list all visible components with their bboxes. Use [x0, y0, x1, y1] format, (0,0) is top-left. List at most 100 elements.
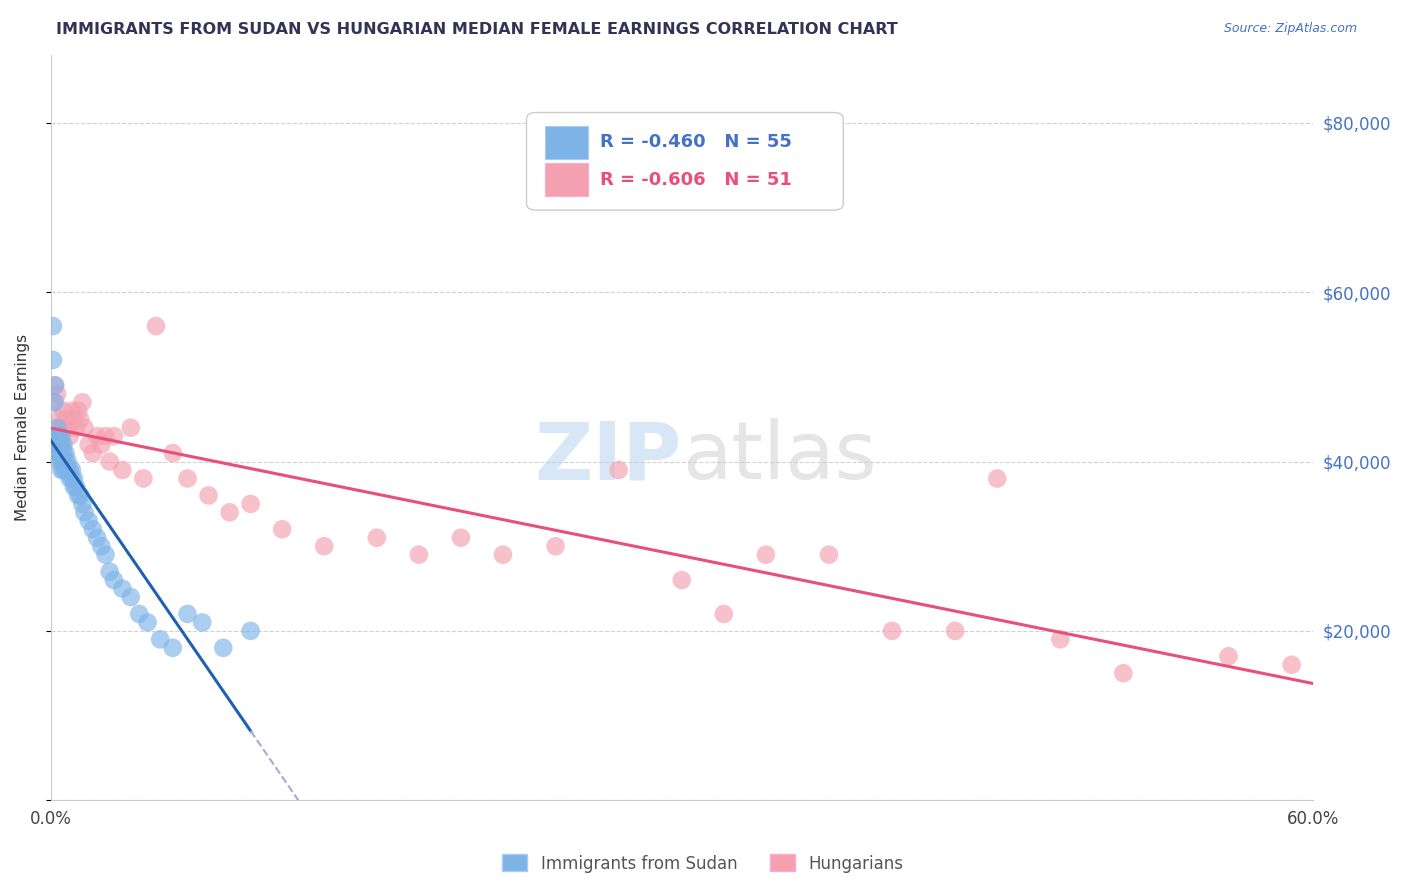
- Point: [120, 420, 142, 434]
- Point: [69, 488, 91, 502]
- Point: [42, 395, 65, 409]
- Point: [492, 548, 515, 562]
- Point: [55, 454, 77, 468]
- Text: R = -0.606   N = 51: R = -0.606 N = 51: [600, 170, 792, 188]
- Point: [544, 539, 567, 553]
- Point: [82, 446, 104, 460]
- Point: [450, 531, 472, 545]
- Point: [671, 573, 693, 587]
- Point: [63, 480, 86, 494]
- Point: [607, 463, 630, 477]
- Point: [52, 403, 75, 417]
- Point: [55, 446, 77, 460]
- Point: [94, 429, 117, 443]
- Point: [46, 386, 69, 401]
- Point: [42, 353, 65, 368]
- Point: [52, 446, 75, 460]
- FancyBboxPatch shape: [546, 163, 588, 196]
- Point: [52, 454, 75, 468]
- Point: [90, 437, 112, 451]
- Text: IMMIGRANTS FROM SUDAN VS HUNGARIAN MEDIAN FEMALE EARNINGS CORRELATION CHART: IMMIGRANTS FROM SUDAN VS HUNGARIAN MEDIA…: [56, 22, 898, 37]
- Point: [60, 463, 83, 477]
- Point: [48, 437, 70, 451]
- Point: [239, 624, 262, 638]
- Point: [46, 446, 69, 460]
- Point: [51, 437, 73, 451]
- Point: [197, 488, 219, 502]
- Point: [67, 488, 90, 502]
- Point: [60, 403, 83, 417]
- Point: [943, 624, 966, 638]
- Point: [42, 319, 65, 334]
- Point: [51, 420, 73, 434]
- Point: [1281, 657, 1303, 672]
- Point: [59, 463, 82, 477]
- Point: [77, 437, 100, 451]
- Point: [176, 471, 198, 485]
- Point: [52, 437, 75, 451]
- Point: [162, 446, 184, 460]
- Point: [162, 640, 184, 655]
- Point: [72, 497, 94, 511]
- Point: [1112, 666, 1135, 681]
- Point: [46, 429, 69, 443]
- Point: [212, 640, 235, 655]
- Point: [65, 480, 87, 494]
- Point: [755, 548, 778, 562]
- Point: [880, 624, 903, 638]
- Point: [60, 471, 83, 485]
- Point: [98, 565, 121, 579]
- Point: [51, 446, 73, 460]
- Point: [44, 395, 66, 409]
- Point: [73, 420, 96, 434]
- Point: [82, 522, 104, 536]
- Point: [48, 412, 70, 426]
- Point: [51, 463, 73, 477]
- Point: [48, 446, 70, 460]
- Point: [94, 548, 117, 562]
- Point: [56, 420, 79, 434]
- Point: [111, 582, 134, 596]
- Point: [271, 522, 294, 536]
- Point: [44, 378, 66, 392]
- Point: [366, 531, 388, 545]
- Point: [44, 429, 66, 443]
- Point: [77, 514, 100, 528]
- Point: [73, 505, 96, 519]
- Point: [48, 454, 70, 468]
- Text: atlas: atlas: [682, 418, 876, 497]
- Point: [63, 412, 86, 426]
- Point: [103, 429, 125, 443]
- Point: [986, 471, 1008, 485]
- Legend: Immigrants from Sudan, Hungarians: Immigrants from Sudan, Hungarians: [495, 847, 911, 880]
- Point: [149, 632, 172, 647]
- Point: [72, 395, 94, 409]
- Point: [132, 471, 155, 485]
- Point: [408, 548, 430, 562]
- Point: [55, 412, 77, 426]
- Point: [67, 403, 90, 417]
- Point: [56, 463, 79, 477]
- Point: [176, 607, 198, 621]
- Point: [818, 548, 841, 562]
- Point: [48, 429, 70, 443]
- Point: [59, 429, 82, 443]
- Point: [103, 573, 125, 587]
- Point: [713, 607, 735, 621]
- Point: [69, 412, 91, 426]
- Point: [65, 420, 87, 434]
- Point: [55, 463, 77, 477]
- Point: [239, 497, 262, 511]
- Point: [218, 505, 240, 519]
- FancyBboxPatch shape: [546, 126, 588, 159]
- Point: [51, 454, 73, 468]
- Point: [90, 539, 112, 553]
- Point: [59, 471, 82, 485]
- Point: [111, 463, 134, 477]
- Point: [56, 454, 79, 468]
- Point: [63, 471, 86, 485]
- Point: [98, 454, 121, 468]
- Text: Source: ZipAtlas.com: Source: ZipAtlas.com: [1223, 22, 1357, 36]
- Point: [51, 429, 73, 443]
- Y-axis label: Median Female Earnings: Median Female Earnings: [15, 334, 30, 521]
